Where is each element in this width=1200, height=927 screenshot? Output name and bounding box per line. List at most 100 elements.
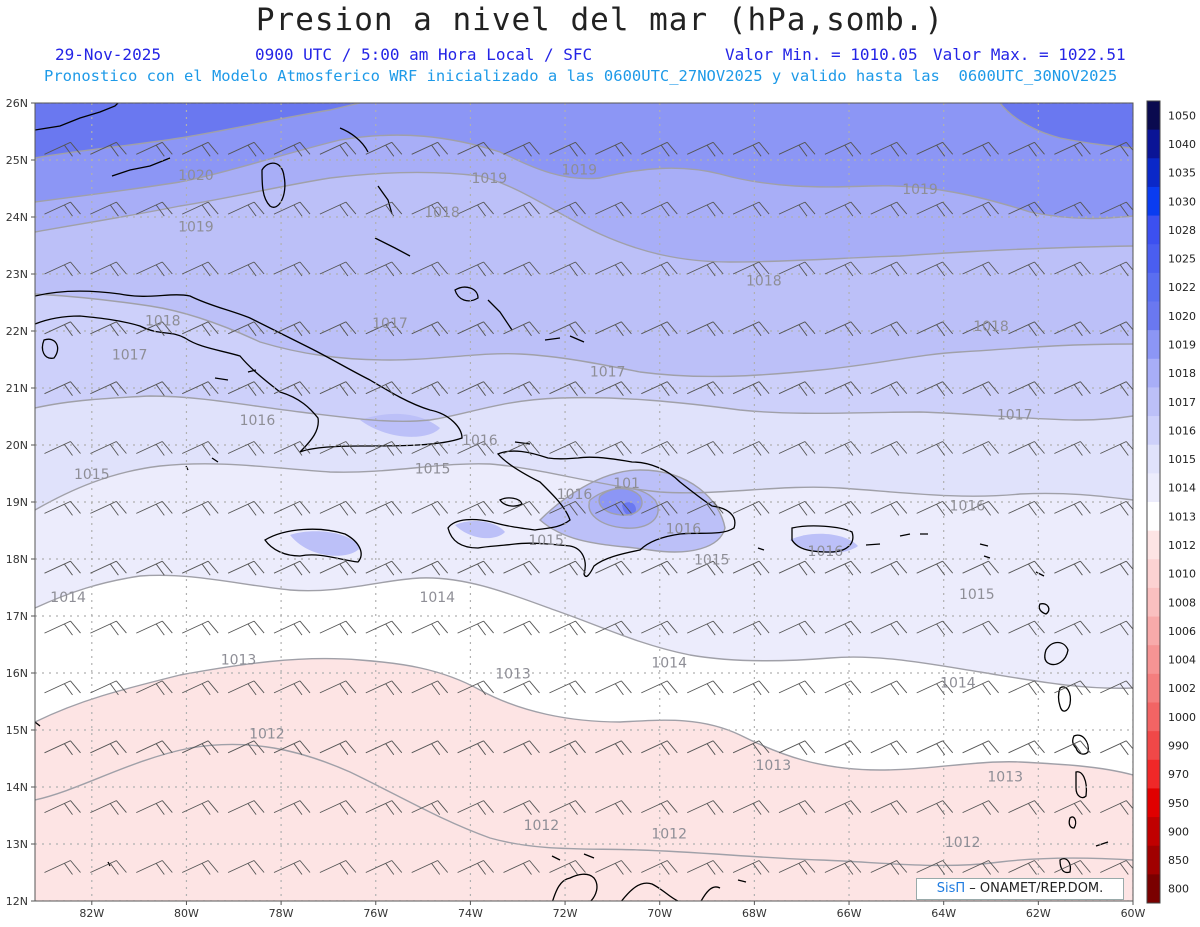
wind-barb (503, 201, 540, 217)
wind-barb (549, 321, 586, 337)
colorbar-swatch (1147, 759, 1160, 789)
wind-barb (1100, 381, 1133, 396)
wind-barb (549, 800, 586, 815)
wind-barb (90, 441, 127, 456)
wind-barb (457, 201, 494, 217)
colorbar-swatch (1147, 416, 1160, 446)
wind-barb (595, 800, 632, 815)
coast-vieques (865, 543, 881, 546)
wind-barb (319, 141, 357, 157)
wind-barb (44, 261, 81, 277)
wind-barb (319, 261, 357, 277)
contour-label: 1016 (666, 521, 702, 537)
sistemas-logo-text: SisΠ (936, 881, 966, 896)
contour-label: 1019 (178, 219, 214, 235)
colorbar-swatch (1147, 101, 1160, 131)
wind-barb (457, 500, 494, 516)
colorbar-swatch (1147, 272, 1160, 302)
wind-barb (1008, 740, 1045, 756)
wind-barb (227, 560, 265, 576)
contour-label: 1013 (755, 758, 791, 774)
coast-dominica (1057, 686, 1072, 712)
wind-barb (824, 141, 862, 157)
contour-label: 1019 (561, 162, 597, 178)
colorbar-label: 1008 (1168, 596, 1196, 609)
contour-label: 1013 (495, 667, 531, 683)
wind-barb (1100, 860, 1133, 875)
wind-barb (1008, 500, 1045, 516)
wind-barb (687, 321, 724, 337)
contour-label: 1013 (987, 769, 1023, 785)
lon-tick-label: 76W (363, 907, 388, 920)
wind-barb (687, 800, 724, 815)
wind-barb (732, 620, 770, 636)
wind-barb (136, 201, 173, 217)
wind-barb (916, 201, 954, 217)
coast-florida (35, 103, 119, 131)
wind-barb (916, 860, 954, 875)
lat-tick-label: 26N (6, 97, 28, 110)
wind-barb (44, 381, 81, 396)
wind-barb (916, 441, 954, 456)
wind-barb (824, 680, 862, 696)
wind-barb (641, 261, 678, 277)
lat-tick-label: 15N (6, 724, 28, 737)
band-1019 (35, 103, 1133, 219)
contour-label: 1016 (240, 413, 276, 429)
wind-barb (411, 800, 449, 815)
wind-barb (1008, 261, 1045, 277)
wind-barb (595, 261, 632, 277)
contour-label: 1014 (940, 675, 976, 691)
wind-barb (44, 800, 81, 815)
wind-barb (90, 321, 127, 337)
wind-barb (227, 680, 265, 696)
wind-barb (1008, 620, 1045, 636)
lon-tick-label: 62W (1026, 907, 1051, 920)
wind-barb (457, 141, 494, 157)
wind-barb (503, 680, 540, 696)
wind-barb (962, 680, 999, 696)
wind-barb (916, 321, 954, 337)
wind-barb (273, 740, 311, 756)
wind-barb (411, 860, 449, 875)
lon-tick-label: 60W (1121, 907, 1146, 920)
wind-barb (870, 500, 908, 516)
wind-barb (411, 680, 449, 696)
wind-barb (778, 381, 816, 396)
wind-barb (44, 441, 81, 456)
wind-barb (1054, 800, 1091, 815)
wind-barb (365, 141, 403, 157)
wind-barb (732, 321, 770, 337)
wind-barb (824, 620, 862, 636)
wind-barb (365, 321, 403, 337)
wind-barb (319, 381, 357, 396)
wind-barb (641, 381, 678, 396)
wind-barb (273, 860, 311, 875)
wind-barb (411, 261, 449, 277)
wind-barb (824, 500, 862, 516)
lat-tick-label: 25N (6, 154, 28, 167)
wind-barb (549, 560, 586, 576)
wind-barb (182, 201, 219, 217)
wind-barb (778, 620, 816, 636)
wind-barb (182, 321, 219, 337)
wind-barb (732, 381, 770, 396)
wind-barb (778, 560, 816, 576)
wind-barb (182, 560, 219, 576)
coast-margarita (737, 879, 747, 883)
lon-tick-label: 82W (79, 907, 104, 920)
colorbar-label: 1028 (1168, 224, 1196, 237)
wind-barb (962, 321, 999, 337)
wind-barb (1054, 321, 1091, 337)
wind-barb (503, 740, 540, 756)
wind-barb (595, 680, 632, 696)
wind-barb (90, 500, 127, 516)
lat-tick-label: 21N (6, 382, 28, 395)
wind-barb (457, 620, 494, 636)
forecast-date: 29-Nov-2025 (55, 45, 161, 64)
wind-barb (962, 740, 999, 756)
wind-barb (687, 201, 724, 217)
credit-box: SisΠ – ONAMET/REP.DOM. (916, 878, 1124, 900)
wind-barb (273, 620, 311, 636)
wind-barb (227, 261, 265, 277)
